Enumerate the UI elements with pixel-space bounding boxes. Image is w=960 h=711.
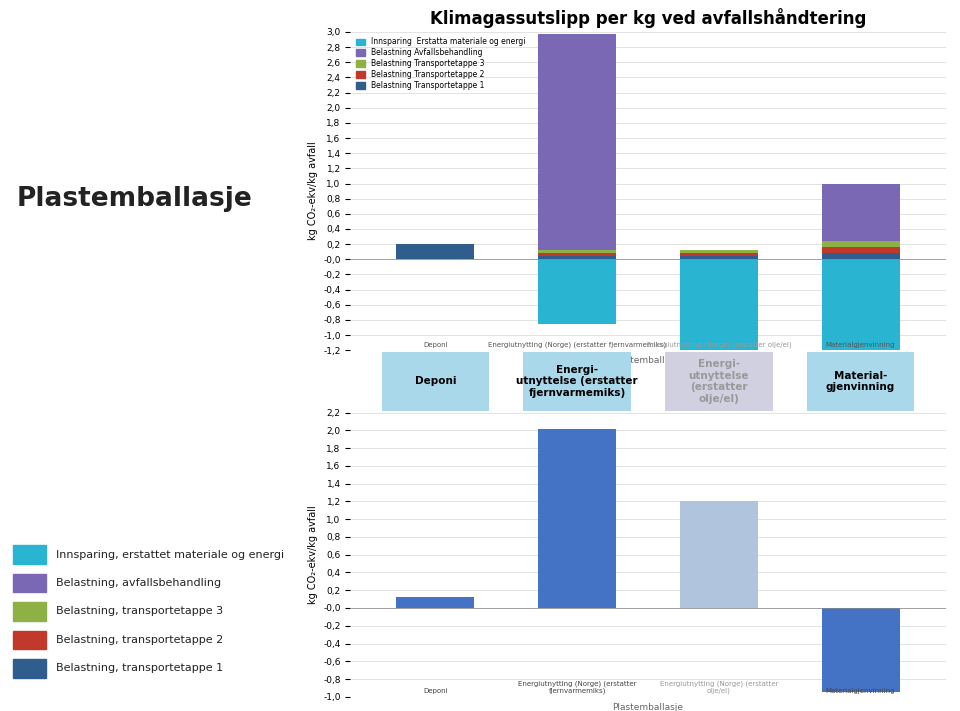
Title: Klimagassutslipp per kg ved avfallshåndtering: Klimagassutslipp per kg ved avfallshåndt… [430,8,866,28]
Text: Deponi: Deponi [423,688,447,694]
Bar [680,250,757,253]
Text: Materialgjenvinning: Materialgjenvinning [826,688,896,694]
Bar [539,253,616,256]
FancyBboxPatch shape [381,352,490,411]
Bar [13,602,46,621]
Bar [680,501,757,608]
Bar [539,260,616,324]
Bar [539,429,616,608]
Text: Energiutnytting (Norge) (erstatter olje/el): Energiutnytting (Norge) (erstatter olje/… [646,341,791,348]
Bar [539,256,616,260]
Text: Plastemballasje: Plastemballasje [612,356,684,365]
Text: Materialgjenvinning: Materialgjenvinning [826,342,896,348]
Bar [822,241,900,247]
Text: Energiutnytting (Norge) (erstatter
olje/el): Energiutnytting (Norge) (erstatter olje/… [660,680,779,694]
Bar [822,260,900,388]
Legend: Innsparing  Erstatta materiale og energi, Belastning Avfallsbehandling, Belastni: Innsparing Erstatta materiale og energi,… [354,36,527,92]
Text: Plastemballasje: Plastemballasje [16,186,252,212]
Bar [822,253,900,260]
Text: Belastning, transportetappe 1: Belastning, transportetappe 1 [57,663,224,673]
Text: Energiutnytting (Norge) (erstatter
fjernvarmemiks): Energiutnytting (Norge) (erstatter fjern… [517,680,636,694]
Bar [680,253,757,256]
Bar [539,34,616,250]
Bar [680,256,757,260]
Bar [396,597,474,608]
FancyBboxPatch shape [523,352,631,411]
Text: Energi-
utnyttelse (erstatter
fjernvarmemiks): Energi- utnyttelse (erstatter fjernvarme… [516,365,638,398]
Bar [13,574,46,592]
Bar [396,244,474,260]
Text: Innsparing, erstattet materiale og energi: Innsparing, erstattet materiale og energ… [57,550,284,560]
Bar [680,260,757,411]
Bar [822,184,900,241]
Text: Material-
gjenvinning: Material- gjenvinning [826,370,895,392]
Text: Plastemballasje: Plastemballasje [612,703,684,711]
Text: Energi-
utnyttelse
(erstatter
olje/el): Energi- utnyttelse (erstatter olje/el) [688,359,749,404]
Bar [13,545,46,564]
Bar [13,659,46,678]
Bar [13,631,46,649]
Bar [539,250,616,253]
Text: Belastning, avfallsbehandling: Belastning, avfallsbehandling [57,578,222,588]
Text: Deponi: Deponi [423,342,447,348]
FancyBboxPatch shape [806,352,915,411]
FancyBboxPatch shape [665,352,773,411]
Bar [822,247,900,253]
Y-axis label: kg CO₂-ekv/kg avfall: kg CO₂-ekv/kg avfall [307,506,318,604]
Text: Belastning, transportetappe 3: Belastning, transportetappe 3 [57,606,224,616]
Bar [822,608,900,693]
Y-axis label: kg CO₂-ekv/kg avfall: kg CO₂-ekv/kg avfall [307,141,318,240]
Text: Belastning, transportetappe 2: Belastning, transportetappe 2 [57,635,224,645]
Text: Deponi: Deponi [415,376,456,387]
Text: Energiutnytting (Norge) (erstatter fjernvarmemiks): Energiutnytting (Norge) (erstatter fjern… [488,341,666,348]
